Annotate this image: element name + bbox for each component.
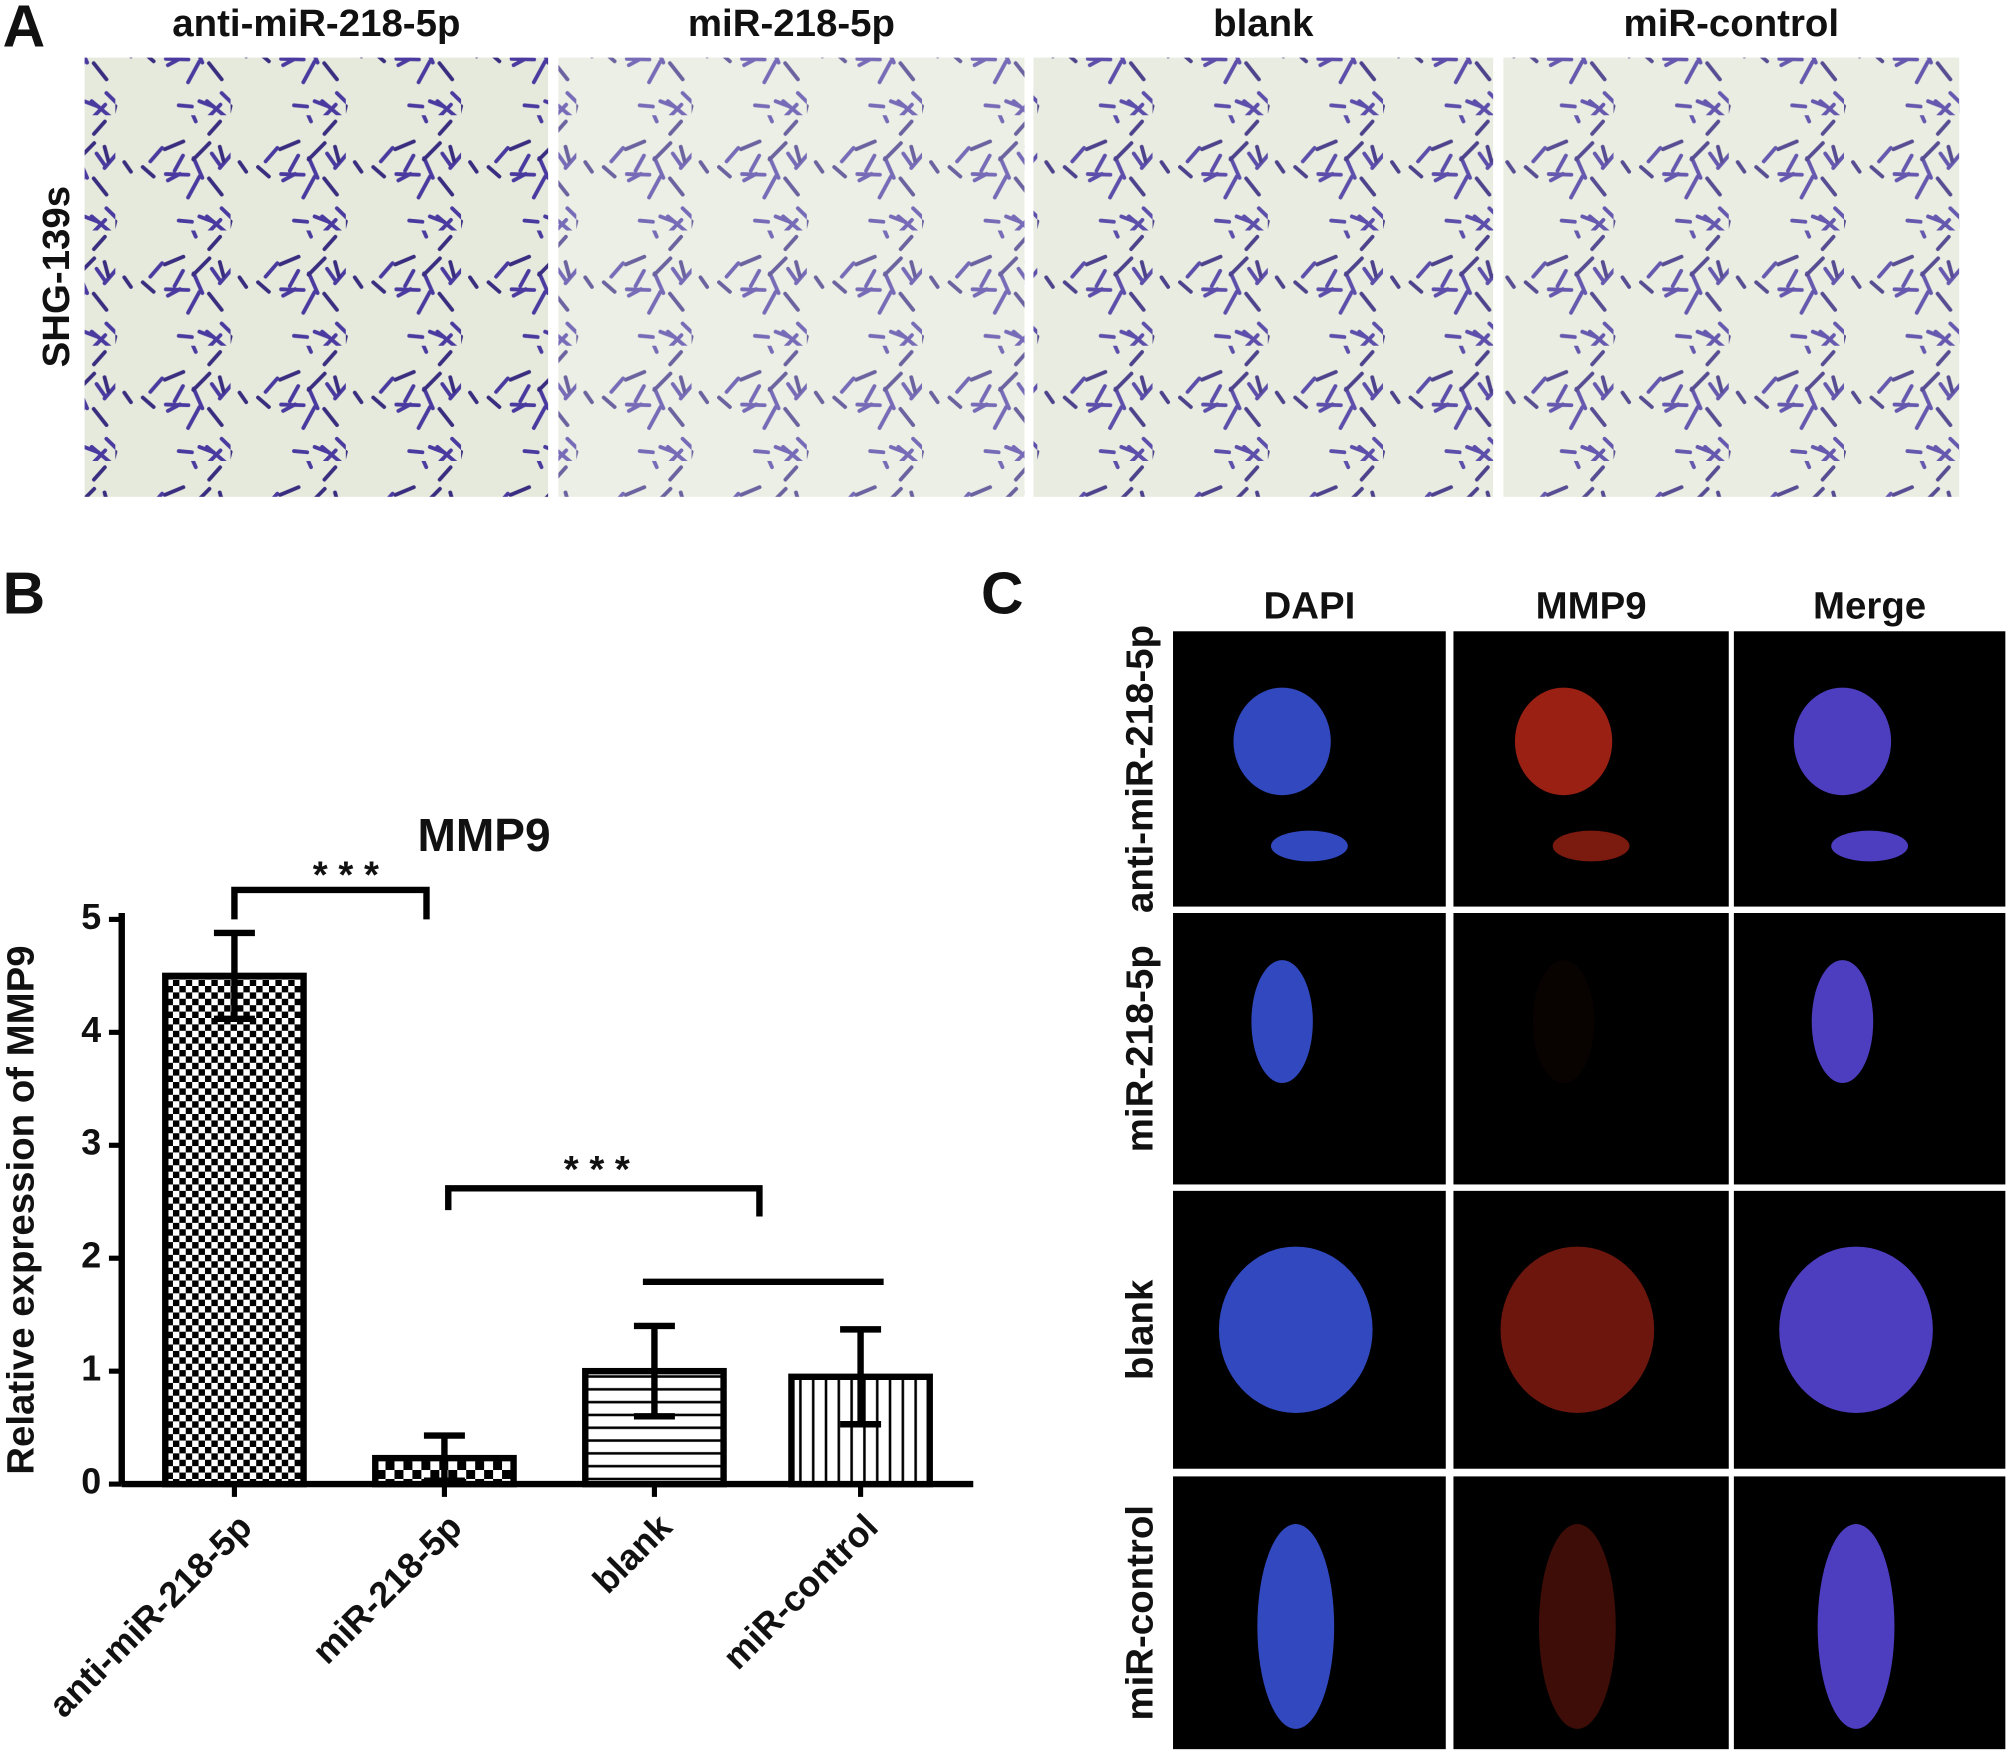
- column-header: anti-miR-218-5p: [172, 2, 460, 45]
- row-label: anti-miR-218-5p: [1118, 625, 1161, 913]
- y-tick-label: 5: [81, 897, 101, 937]
- panel-label: C: [981, 562, 1024, 627]
- fluorescence-image: [1453, 912, 1729, 1185]
- y-tick-label: 1: [81, 1349, 101, 1389]
- micrograph: [84, 57, 549, 497]
- micrograph: [1503, 57, 1960, 497]
- stain: [1552, 830, 1630, 862]
- bracket: [445, 1185, 763, 1217]
- stain: [1831, 830, 1909, 862]
- y-tick-label: 2: [81, 1236, 101, 1276]
- column-header: Merge: [1813, 584, 1926, 627]
- panel-label: B: [3, 562, 46, 627]
- micrograph: [1033, 57, 1494, 497]
- column-header: DAPI: [1264, 584, 1356, 627]
- stain: [1233, 687, 1331, 796]
- stain: [1251, 960, 1313, 1084]
- panel-label: A: [3, 0, 46, 59]
- column-header: miR-control: [1624, 2, 1840, 45]
- y-tick-label: 0: [81, 1462, 101, 1502]
- chart-title: MMP9: [418, 809, 551, 861]
- bracket: [231, 886, 430, 920]
- bar: [162, 972, 307, 1488]
- stain: [1811, 960, 1874, 1084]
- row-label: miR-218-5p: [1118, 945, 1161, 1152]
- stain: [1514, 687, 1613, 796]
- stain: [1817, 1523, 1895, 1729]
- column-header: miR-218-5p: [688, 2, 895, 45]
- row-label: miR-control: [1118, 1505, 1161, 1720]
- stain: [1257, 1523, 1335, 1729]
- y-tick-label: 4: [81, 1010, 101, 1050]
- row-label: SHG-139s: [35, 186, 78, 367]
- stain: [1500, 1246, 1655, 1414]
- column-header: MMP9: [1536, 584, 1647, 627]
- y-axis-label: Relative expression of MMP9: [0, 945, 42, 1474]
- micrograph: [558, 57, 1025, 497]
- y-tick-label: 3: [81, 1123, 101, 1163]
- stain: [1779, 1246, 1933, 1414]
- significance: * * *: [564, 1148, 630, 1191]
- stain: [1270, 830, 1348, 862]
- stain: [1532, 960, 1595, 1084]
- stain: [1538, 1523, 1616, 1729]
- fluorescence-image: [1453, 1476, 1729, 1750]
- stain: [1793, 687, 1892, 796]
- stain: [1218, 1246, 1373, 1414]
- column-header: blank: [1213, 2, 1314, 45]
- row-label: blank: [1118, 1279, 1161, 1380]
